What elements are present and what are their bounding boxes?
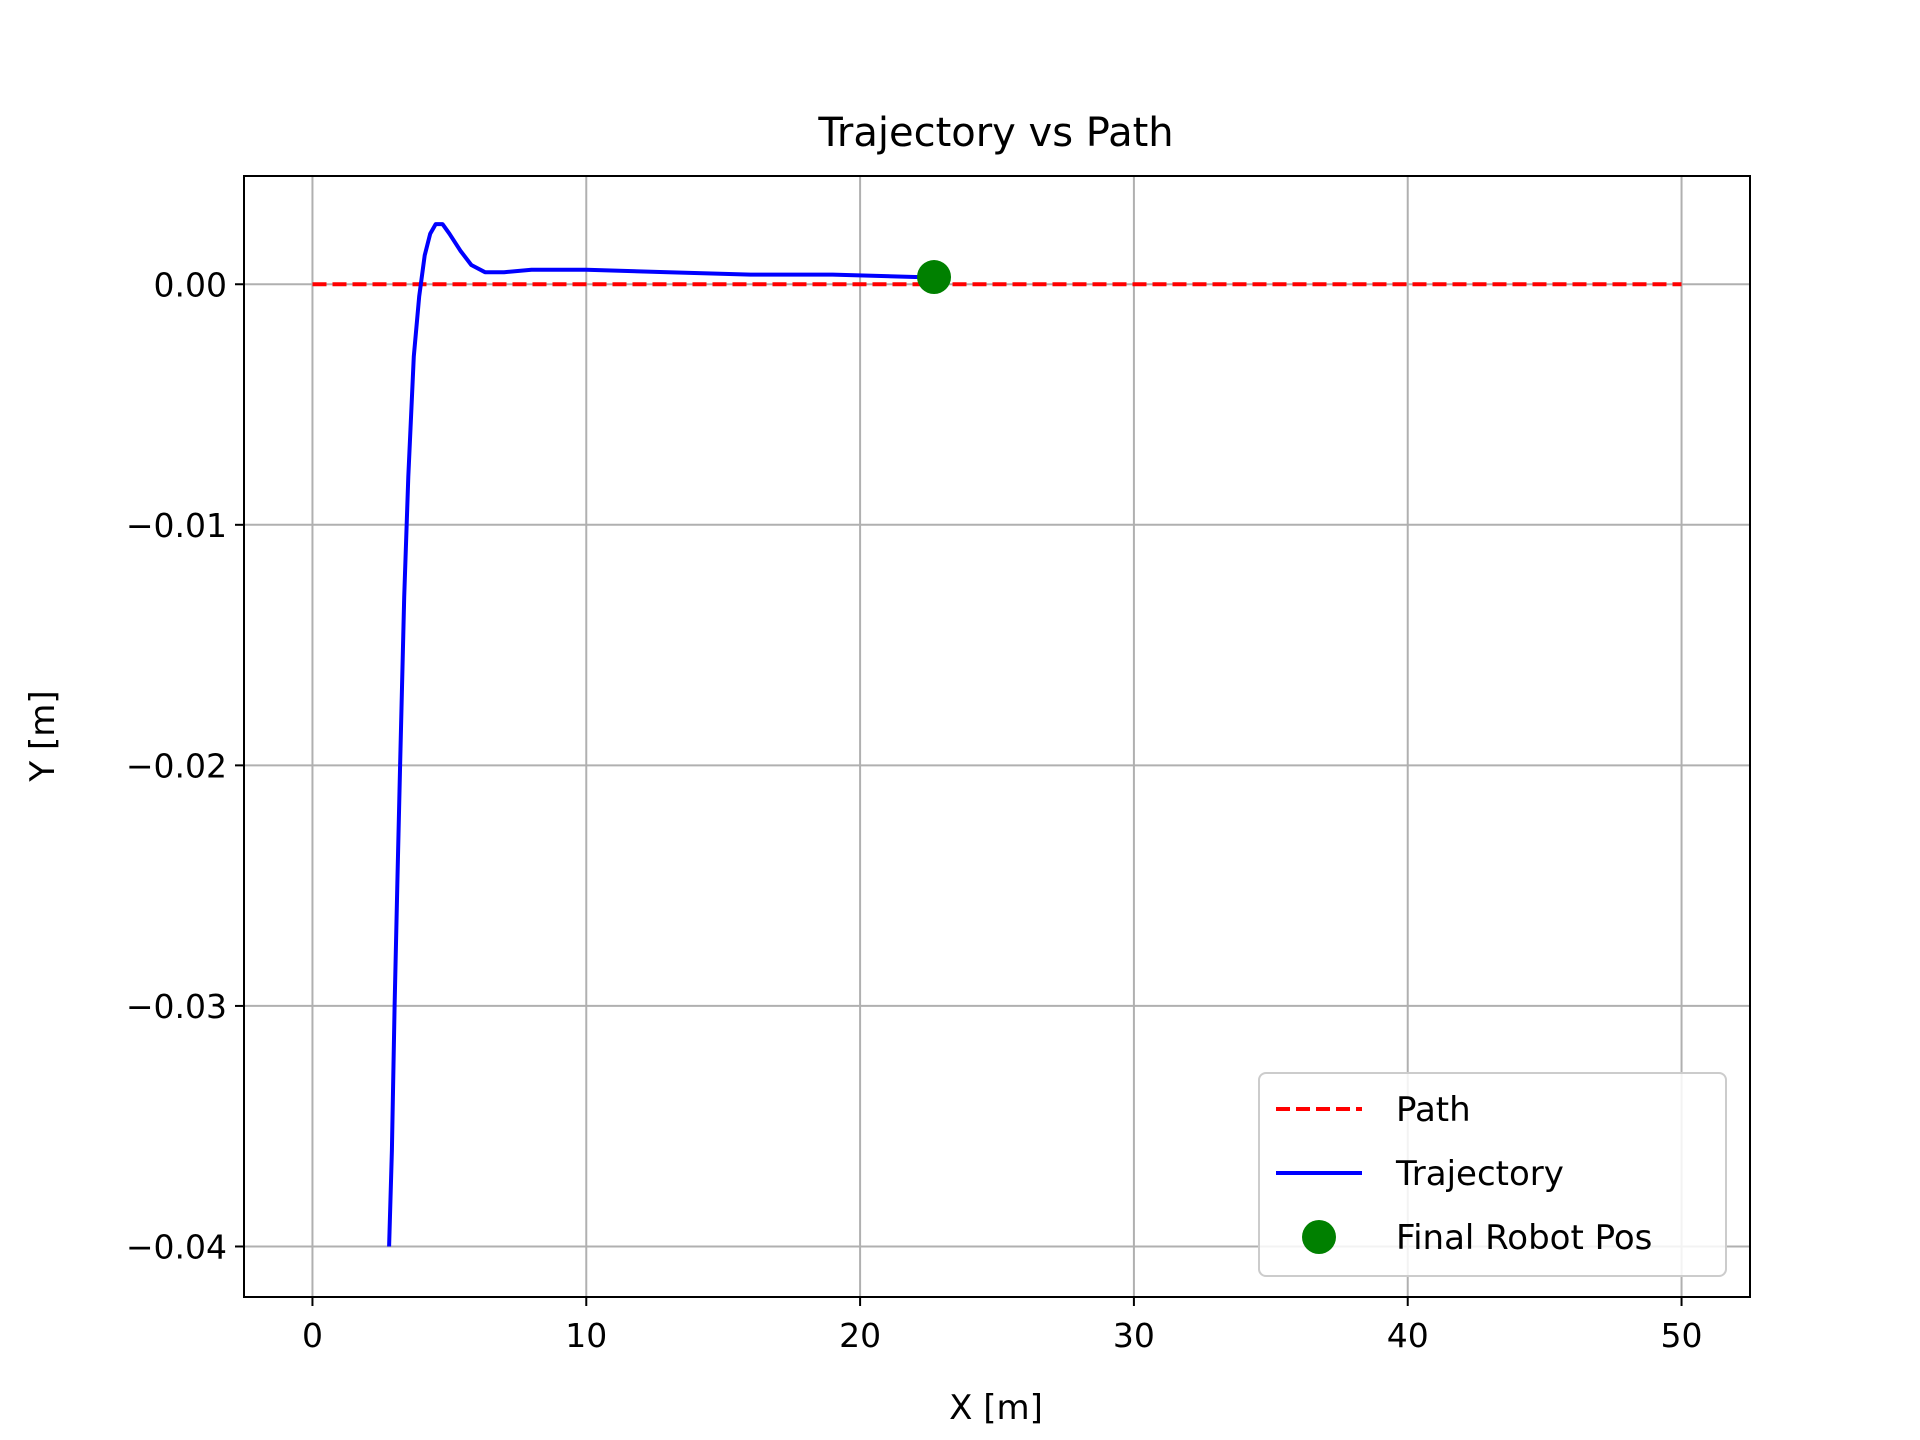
x-tick-label: 20 (839, 1316, 881, 1355)
legend-path-label: Path (1396, 1090, 1471, 1130)
y-axis-label: Y [m] (23, 690, 63, 782)
legend-final-pos-swatch (1302, 1220, 1336, 1254)
x-axis-label: X [m] (949, 1388, 1043, 1428)
legend-trajectory-label: Trajectory (1395, 1154, 1564, 1194)
plot-frame (243, 175, 1751, 1298)
x-tick-label: 0 (302, 1316, 323, 1355)
final-robot-pos-marker (917, 260, 952, 295)
trajectory-line (387, 222, 934, 1247)
plot-series (312, 222, 1682, 1247)
y-tick-label: −0.01 (126, 506, 227, 545)
x-tick-label: 30 (1113, 1316, 1155, 1355)
y-axis-ticks: 0.00 −0.01 −0.02 −0.03 −0.04 (126, 265, 244, 1266)
x-axis-ticks: 0 10 20 30 40 50 (302, 1297, 1703, 1355)
y-tick-label: 0.00 (154, 265, 227, 304)
x-tick-label: 10 (565, 1316, 607, 1355)
y-tick-label: −0.03 (126, 987, 227, 1026)
y-tick-label: −0.04 (126, 1227, 227, 1266)
x-tick-label: 50 (1661, 1316, 1703, 1355)
legend-final-pos-label: Final Robot Pos (1396, 1218, 1652, 1258)
x-tick-label: 40 (1387, 1316, 1429, 1355)
chart-title: Trajectory vs Path (817, 110, 1173, 156)
legend-box (1258, 1072, 1727, 1277)
y-tick-label: −0.02 (126, 746, 227, 785)
legend: Path Trajectory Final Robot Pos (1258, 1072, 1727, 1277)
